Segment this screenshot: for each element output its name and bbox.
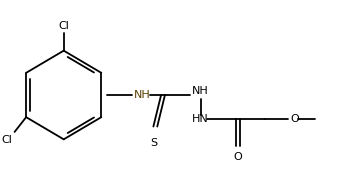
Text: S: S	[150, 138, 157, 148]
Text: Cl: Cl	[2, 135, 13, 145]
Text: HN: HN	[192, 114, 209, 124]
Text: O: O	[290, 114, 299, 124]
Text: Cl: Cl	[58, 21, 69, 31]
Text: O: O	[234, 152, 243, 162]
Text: NH: NH	[134, 90, 151, 100]
Text: NH: NH	[192, 86, 209, 96]
